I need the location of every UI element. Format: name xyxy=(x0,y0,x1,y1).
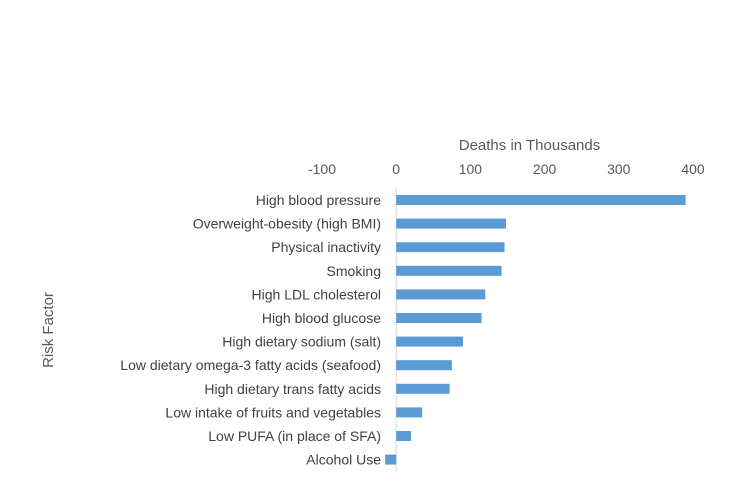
x-tick-label: -100 xyxy=(308,161,336,177)
category-labels: High blood pressure Overweight-obesity (h… xyxy=(120,192,381,468)
x-tick-label: 400 xyxy=(681,161,705,177)
category-label: Low dietary omega-3 fatty acids (seafood… xyxy=(120,357,381,373)
category-label: Alcohol Use xyxy=(306,452,381,468)
bar xyxy=(396,431,412,441)
x-axis-ticks: -100 0 100 200 300 400 xyxy=(308,161,705,177)
category-label: Physical inactivity xyxy=(271,239,381,255)
bar xyxy=(396,313,482,323)
category-label: High dietary trans fatty acids xyxy=(204,381,381,397)
bar xyxy=(396,242,505,253)
x-tick-label: 100 xyxy=(459,161,483,177)
category-label: Overweight-obesity (high BMI) xyxy=(193,216,381,232)
y-axis-title: Risk Factor xyxy=(40,292,57,368)
category-label: High blood glucose xyxy=(262,310,381,326)
x-tick-label: 300 xyxy=(607,161,631,177)
category-label: Low intake of fruits and vegetables xyxy=(165,404,381,420)
category-label: High blood pressure xyxy=(256,192,382,208)
x-tick-label: 0 xyxy=(392,161,400,177)
category-label: Low PUFA (in place of SFA) xyxy=(208,428,381,444)
bar xyxy=(385,454,397,465)
category-label: Smoking xyxy=(327,263,381,279)
bar xyxy=(396,195,686,205)
category-label: High dietary sodium (salt) xyxy=(222,334,381,350)
bar xyxy=(396,336,463,347)
bar xyxy=(396,360,452,371)
x-axis-title: Deaths in Thousands xyxy=(459,137,600,154)
category-label: High LDL cholesterol xyxy=(252,286,381,302)
x-tick-label: 200 xyxy=(533,161,557,177)
bar xyxy=(396,383,450,394)
bars xyxy=(385,195,686,465)
bar xyxy=(396,407,423,418)
bar xyxy=(396,218,507,229)
bar xyxy=(396,265,502,276)
bar xyxy=(396,289,486,300)
